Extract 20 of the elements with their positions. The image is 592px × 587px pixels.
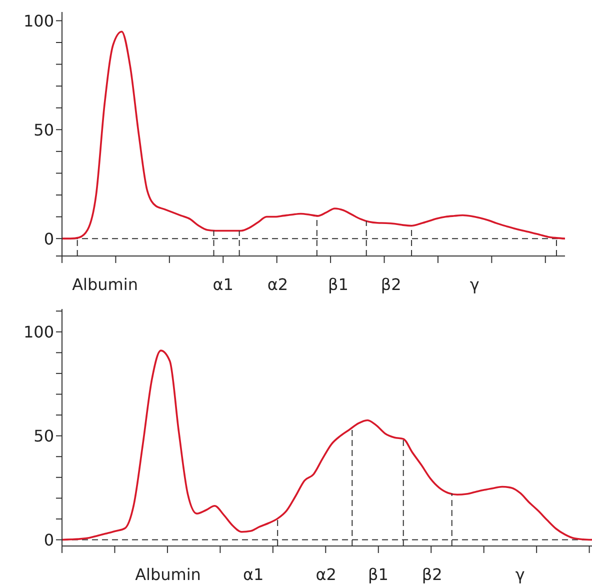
y-tick-label: 0 [44, 229, 54, 248]
y-tick-label: 100 [23, 11, 54, 30]
text: β2 [422, 565, 442, 584]
text: α1 [212, 275, 234, 294]
text: γ [514, 565, 526, 584]
y-tick-label: 0 [44, 530, 54, 550]
text: α2 [316, 565, 336, 584]
text: α2 [267, 275, 288, 294]
text: β2 [380, 275, 402, 294]
text: Albumin [71, 275, 139, 294]
text: γ [468, 275, 480, 294]
text: β1 [328, 275, 348, 294]
text: Albumin [134, 565, 202, 584]
text: β1 [368, 565, 388, 584]
line-series [62, 30, 565, 240]
y-tick-label: 50 [34, 120, 54, 140]
y-tick-label: 50 [34, 426, 54, 446]
text: α1 [242, 565, 264, 584]
y-tick-label: 100 [23, 322, 54, 342]
line-series [62, 350, 592, 541]
